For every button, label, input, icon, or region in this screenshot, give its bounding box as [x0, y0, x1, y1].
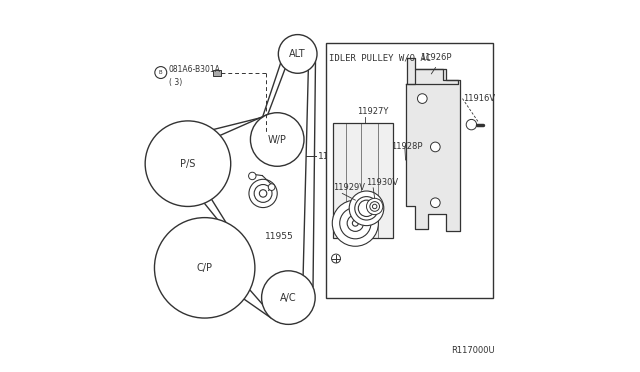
Circle shape [355, 196, 378, 220]
Circle shape [332, 200, 378, 246]
Bar [213, 70, 221, 76]
Circle shape [145, 121, 231, 206]
Text: IDLER PULLEY W/O AC: IDLER PULLEY W/O AC [330, 54, 431, 63]
Circle shape [268, 184, 275, 190]
Circle shape [155, 67, 167, 78]
Circle shape [466, 119, 477, 130]
Circle shape [278, 35, 317, 73]
Text: 11929V: 11929V [333, 183, 365, 192]
Circle shape [353, 220, 358, 226]
Circle shape [358, 200, 374, 217]
Circle shape [417, 94, 427, 103]
Text: 11916V: 11916V [463, 94, 495, 103]
Text: R117000U: R117000U [451, 346, 495, 355]
Circle shape [372, 204, 377, 209]
Circle shape [349, 191, 384, 225]
Circle shape [249, 179, 277, 208]
Text: 11930V: 11930V [367, 178, 399, 187]
Circle shape [254, 185, 272, 202]
Circle shape [248, 172, 256, 180]
Bar [333, 123, 392, 238]
Text: 11927Y: 11927Y [357, 107, 388, 116]
Circle shape [259, 190, 267, 197]
Text: 11926P: 11926P [420, 53, 452, 62]
Text: A/C: A/C [280, 293, 297, 302]
Circle shape [347, 215, 364, 231]
Text: ( 3): ( 3) [169, 78, 182, 87]
Circle shape [367, 198, 383, 215]
Circle shape [340, 208, 371, 239]
Text: 081A6-B301A: 081A6-B301A [169, 65, 221, 74]
Text: 11955: 11955 [266, 232, 294, 241]
Circle shape [250, 113, 304, 166]
Text: C/P: C/P [196, 263, 212, 273]
Text: W/P: W/P [268, 135, 287, 144]
Circle shape [370, 202, 380, 211]
Circle shape [154, 218, 255, 318]
Text: P/S: P/S [180, 159, 196, 169]
Polygon shape [406, 69, 460, 231]
Circle shape [332, 254, 340, 263]
Text: 11720N: 11720N [318, 152, 353, 161]
Text: 11928P: 11928P [390, 142, 422, 151]
Text: ALT: ALT [289, 49, 306, 59]
Bar [326, 43, 493, 298]
Circle shape [262, 271, 315, 324]
Text: B: B [159, 70, 163, 75]
Circle shape [431, 198, 440, 208]
Polygon shape [408, 58, 458, 84]
Circle shape [431, 142, 440, 152]
